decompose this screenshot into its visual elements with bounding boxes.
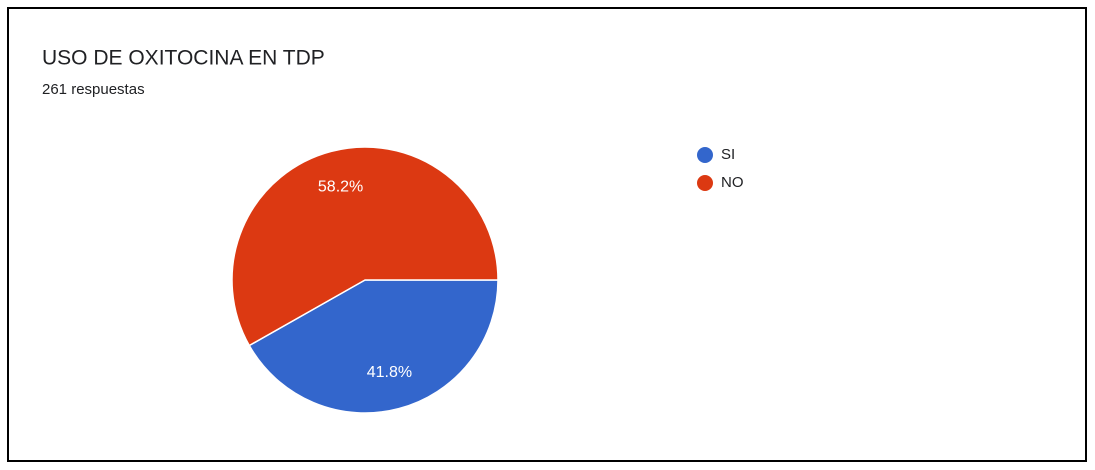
frame xyxy=(7,7,1087,462)
legend-label: NO xyxy=(721,174,744,191)
pie-slice xyxy=(248,279,499,414)
legend-swatch xyxy=(697,175,713,191)
chart-subtitle: 261 respuestas xyxy=(42,81,145,98)
slice-label: 41.8% xyxy=(367,364,412,381)
slice-label: 58.2% xyxy=(318,179,363,196)
chart-title: USO DE OXITOCINA EN TDP xyxy=(42,47,325,70)
pie-slice xyxy=(231,146,499,347)
legend-label: SI xyxy=(721,146,735,163)
legend-swatch xyxy=(697,147,713,163)
